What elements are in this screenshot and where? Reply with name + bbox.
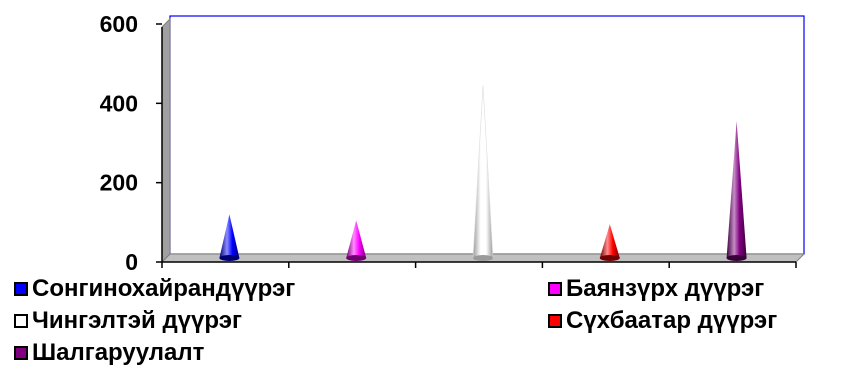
cone-base-3 [473,255,493,261]
legend-item: Сонгинохайрандүүрэг [14,274,295,304]
x-axis [161,261,797,268]
cone-1 [219,214,240,261]
legend-label: Чингэлтэй дүүрэг [32,307,242,334]
legend-label: Шалгаруулалт [32,339,205,366]
y-tick-label: 200 [100,170,138,196]
legend-swatch [14,282,28,296]
cone-4 [599,224,620,261]
legend-label: Баянзүрх дүүрэг [566,275,765,302]
legend-label: Сүхбаатар дүүрэг [566,307,778,334]
y-axis: 0 200 400 600 [100,11,163,275]
cone-base-5 [726,255,747,261]
legend-swatch [14,314,28,328]
legend-label: Сонгинохайрандүүрэг [32,275,296,302]
legend-swatch [548,282,562,296]
chart-marks [219,85,747,261]
cone-5 [726,121,747,261]
legend-swatch [14,346,28,360]
cone-2 [346,220,367,261]
legend-item: Сүхбаатар дүүрэг [548,306,777,336]
plot-side-wall [161,17,171,264]
cone-base-2 [346,255,367,261]
cone-base-4 [599,255,620,261]
y-tick-label: 600 [100,11,138,37]
y-tick-label: 0 [125,249,138,275]
legend-item: Шалгаруулалт [14,338,204,368]
cone-base-1 [219,255,240,261]
legend-item: Баянзүрх дүүрэг [548,274,764,304]
legend-item: Чингэлтэй дүүрэг [14,306,242,336]
y-tick-label: 400 [100,90,138,116]
legend: Сонгинохайрандүүрэг Баянзүрх дүүрэг Чингэл… [0,272,850,371]
legend-swatch [548,314,562,328]
